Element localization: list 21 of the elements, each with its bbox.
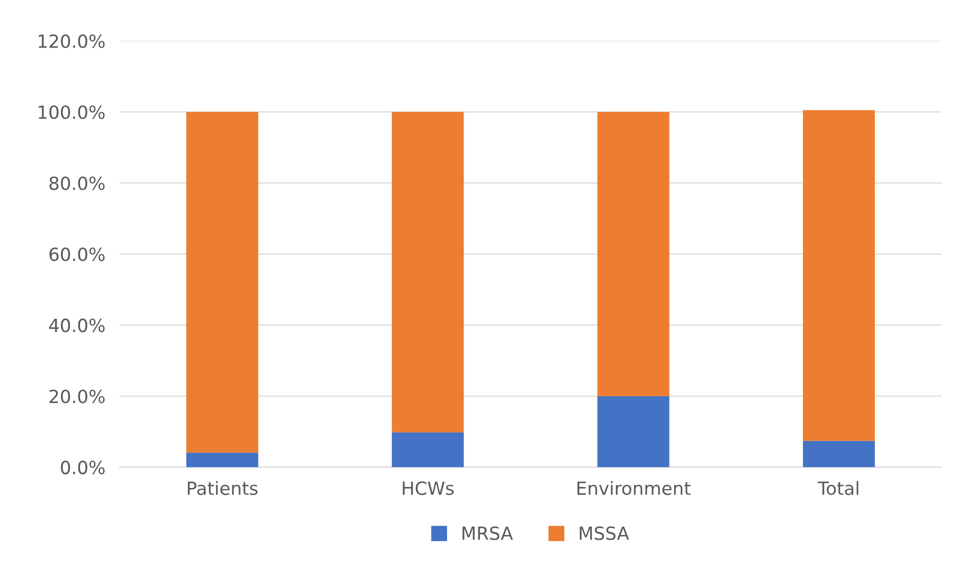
y-tick-label: 20.0% [50,390,105,404]
x-tick-label: Total [818,481,858,496]
bar [802,440,875,468]
bar [186,452,258,468]
bar [597,112,670,396]
legend-label: MRSA [462,526,513,540]
x-tick-label: Patients [188,481,258,496]
y-tick-label: 0.0% [60,460,105,474]
bar [597,396,670,468]
bar [392,112,464,432]
bar [186,112,258,453]
bar [802,110,875,441]
legend-label: MSSA [580,526,630,540]
bar [392,432,464,468]
y-tick-label: 100.0% [38,105,105,120]
y-tick-label: 60.0% [50,248,105,262]
x-tick-label: HCWs [402,481,454,496]
y-tick-label: 80.0% [49,176,105,190]
x-tick-label: Environment [577,481,691,496]
y-tick-label: 120.0% [38,34,105,48]
y-tick-label: 40.0% [49,318,105,332]
